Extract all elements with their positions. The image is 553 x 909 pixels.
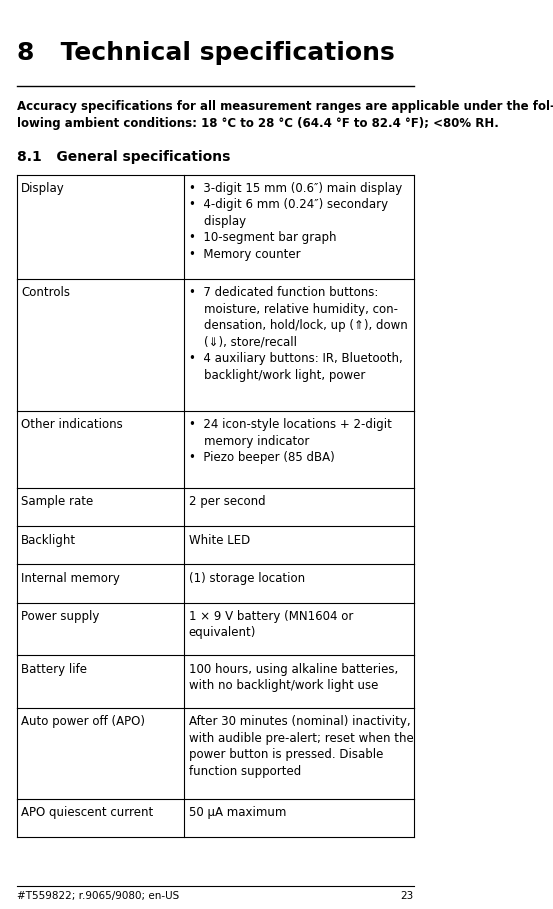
Text: Power supply: Power supply — [22, 610, 100, 623]
Text: Display: Display — [22, 182, 65, 195]
Text: (1) storage location: (1) storage location — [189, 572, 305, 584]
Text: APO quiescent current: APO quiescent current — [22, 806, 154, 819]
Text: 23: 23 — [400, 891, 414, 901]
Text: 100 hours, using alkaline batteries,
with no backlight/work light use: 100 hours, using alkaline batteries, wit… — [189, 663, 398, 692]
Text: 8   Technical specifications: 8 Technical specifications — [17, 41, 395, 65]
Text: •  24 icon-style locations + 2-digit
    memory indicator
•  Piezo beeper (85 dB: • 24 icon-style locations + 2-digit memo… — [189, 418, 392, 464]
Text: Backlight: Backlight — [22, 534, 76, 546]
Text: 50 μA maximum: 50 μA maximum — [189, 806, 286, 819]
Text: White LED: White LED — [189, 534, 250, 546]
Text: 8.1   General specifications: 8.1 General specifications — [17, 150, 231, 164]
Text: Sample rate: Sample rate — [22, 495, 93, 508]
Text: Auto power off (APO): Auto power off (APO) — [22, 715, 145, 728]
Text: 2 per second: 2 per second — [189, 495, 265, 508]
Text: Other indications: Other indications — [22, 418, 123, 431]
Text: Battery life: Battery life — [22, 663, 87, 675]
Text: After 30 minutes (nominal) inactivity,
with audible pre-alert; reset when the
po: After 30 minutes (nominal) inactivity, w… — [189, 715, 414, 778]
Text: 1 × 9 V battery (MN1604 or
equivalent): 1 × 9 V battery (MN1604 or equivalent) — [189, 610, 353, 639]
Text: •  3-digit 15 mm (0.6″) main display
•  4-digit 6 mm (0.24″) secondary
    displ: • 3-digit 15 mm (0.6″) main display • 4-… — [189, 182, 402, 261]
Text: Controls: Controls — [22, 286, 70, 299]
Text: Internal memory: Internal memory — [22, 572, 120, 584]
Text: •  7 dedicated function buttons:
    moisture, relative humidity, con-
    densa: • 7 dedicated function buttons: moisture… — [189, 286, 408, 382]
Text: #T559822; r.9065/9080; en-US: #T559822; r.9065/9080; en-US — [17, 891, 179, 901]
Text: Accuracy specifications for all measurement ranges are applicable under the fol-: Accuracy specifications for all measurem… — [17, 100, 553, 130]
